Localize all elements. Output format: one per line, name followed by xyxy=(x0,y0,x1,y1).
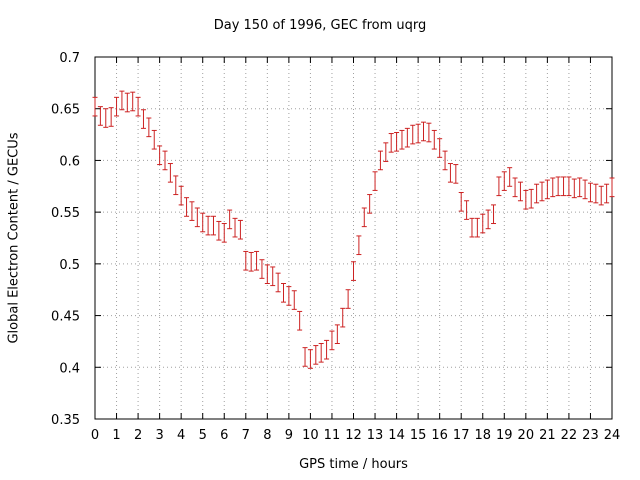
x-tick-label: 14 xyxy=(388,428,405,443)
y-axis-label: Global Electron Content / GECUs xyxy=(6,132,22,344)
x-tick-label: 11 xyxy=(324,428,341,443)
x-tick-label: 23 xyxy=(582,428,599,443)
x-tick-label: 3 xyxy=(155,428,163,443)
x-tick-label: 18 xyxy=(474,428,491,443)
y-tick-label: 0.4 xyxy=(59,361,80,376)
y-tick-label: 0.6 xyxy=(59,154,80,169)
x-tick-label: 6 xyxy=(220,428,228,443)
x-tick-label: 1 xyxy=(112,428,120,443)
x-tick-label: 7 xyxy=(242,428,250,443)
x-tick-label: 5 xyxy=(199,428,207,443)
x-tick-label: 21 xyxy=(539,428,556,443)
x-tick-label: 4 xyxy=(177,428,185,443)
x-tick-label: 24 xyxy=(604,428,621,443)
x-tick-label: 10 xyxy=(302,428,319,443)
x-tick-label: 22 xyxy=(561,428,578,443)
x-tick-label: 13 xyxy=(367,428,384,443)
y-tick-label: 0.7 xyxy=(59,51,80,66)
chart-title: Day 150 of 1996, GEC from uqrg xyxy=(213,18,427,33)
x-tick-label: 8 xyxy=(263,428,271,443)
x-tick-label: 12 xyxy=(345,428,362,443)
x-tick-label: 19 xyxy=(496,428,513,443)
x-axis-label: GPS time / hours xyxy=(299,457,408,472)
y-tick-label: 0.55 xyxy=(51,206,80,221)
y-tick-label: 0.5 xyxy=(59,258,80,273)
x-tick-label: 0 xyxy=(91,428,99,443)
x-tick-label: 2 xyxy=(134,428,142,443)
x-tick-label: 9 xyxy=(285,428,293,443)
x-tick-label: 16 xyxy=(431,428,448,443)
y-tick-label: 0.45 xyxy=(51,310,80,325)
x-tick-label: 15 xyxy=(410,428,427,443)
y-tick-label: 0.35 xyxy=(51,413,80,428)
x-tick-label: 20 xyxy=(518,428,535,443)
x-tick-label: 17 xyxy=(453,428,470,443)
y-tick-label: 0.65 xyxy=(51,103,80,118)
